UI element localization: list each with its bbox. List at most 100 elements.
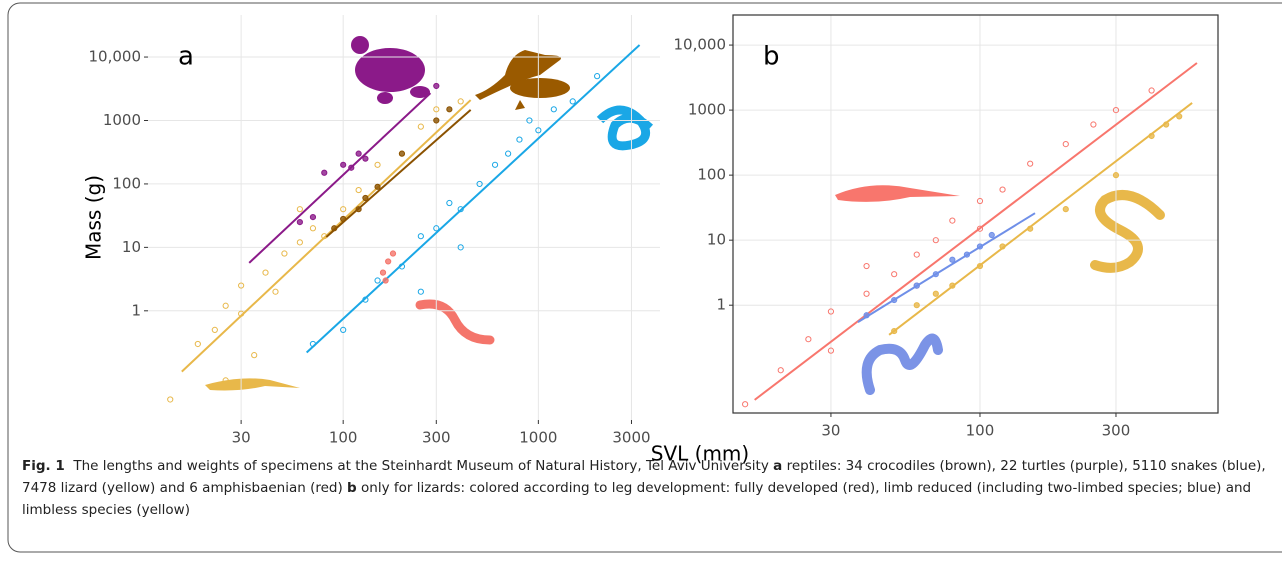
data-point bbox=[1062, 141, 1069, 148]
data-point bbox=[238, 282, 245, 289]
data-point bbox=[1062, 206, 1069, 213]
data-point bbox=[362, 155, 369, 162]
fit-line bbox=[754, 62, 1198, 401]
data-point bbox=[446, 199, 453, 207]
data-point bbox=[1090, 121, 1097, 128]
data-point bbox=[476, 180, 483, 188]
y-axis-label: Mass (g) bbox=[82, 175, 106, 260]
y-tick-label: 10,000 bbox=[89, 48, 142, 66]
data-point bbox=[594, 73, 601, 80]
data-point bbox=[340, 206, 347, 213]
snake-icon-b bbox=[861, 333, 943, 395]
data-point bbox=[516, 136, 523, 143]
data-point bbox=[296, 239, 303, 246]
data-point bbox=[1148, 87, 1155, 94]
data-point bbox=[932, 237, 939, 244]
data-point bbox=[385, 258, 392, 265]
data-point bbox=[457, 98, 464, 105]
data-point bbox=[433, 117, 440, 124]
data-point bbox=[433, 225, 440, 232]
lizard-icon-b bbox=[835, 185, 960, 202]
data-point bbox=[340, 161, 347, 168]
data-point bbox=[272, 288, 279, 295]
data-point bbox=[550, 106, 557, 113]
figure-border bbox=[7, 2, 1282, 553]
data-point bbox=[309, 225, 317, 232]
data-point bbox=[999, 186, 1006, 193]
y-tick-label: 1000 bbox=[688, 101, 726, 119]
data-point bbox=[913, 302, 920, 309]
x-tick-label: 100 bbox=[329, 429, 358, 447]
data-point bbox=[382, 277, 389, 284]
y-tick-label: 1 bbox=[131, 301, 141, 319]
amphisbaenian-icon bbox=[415, 299, 495, 345]
data-point bbox=[505, 150, 512, 157]
data-point bbox=[374, 277, 381, 284]
data-point bbox=[211, 326, 218, 334]
x-tick-label: 1000 bbox=[519, 429, 557, 447]
data-point bbox=[362, 194, 369, 202]
panel: 30 100 300 1 10 100 1000 10,000 b bbox=[674, 14, 1219, 440]
x-axis-label: SVL (mm) bbox=[651, 442, 749, 466]
caption-text: only for lizards: colored according to l… bbox=[22, 480, 1252, 518]
data-point bbox=[433, 106, 440, 113]
y-tick-label: 10 bbox=[707, 231, 726, 249]
data-point bbox=[827, 308, 835, 315]
data-point bbox=[417, 123, 424, 130]
data-point bbox=[355, 186, 362, 194]
data-point bbox=[932, 290, 939, 297]
data-point bbox=[863, 290, 870, 297]
data-point bbox=[309, 213, 317, 221]
y-tick-label: 1 bbox=[716, 296, 726, 314]
data-point bbox=[379, 269, 387, 276]
fit-line bbox=[248, 92, 432, 264]
y-tick-label: 1000 bbox=[103, 111, 141, 129]
x-tick-label: 3000 bbox=[612, 429, 650, 447]
data-point bbox=[913, 251, 920, 258]
data-point bbox=[194, 340, 201, 348]
data-point bbox=[988, 231, 995, 239]
y-tick-label: 100 bbox=[112, 174, 141, 192]
y-tick-label: 10,000 bbox=[674, 36, 727, 54]
limbless-icon-b bbox=[1090, 190, 1165, 273]
panel: 30 100 300 1000 3000 1 10 100 1000 10,000 a bbox=[89, 15, 660, 447]
y-tick-label: 10 bbox=[122, 238, 141, 256]
data-point bbox=[296, 206, 303, 213]
data-point bbox=[1112, 172, 1120, 179]
fit-line bbox=[325, 109, 472, 238]
data-point bbox=[355, 150, 362, 157]
x-tick-label: 300 bbox=[422, 429, 451, 447]
data-point bbox=[1112, 107, 1120, 114]
panel-border bbox=[732, 14, 1219, 414]
data-point bbox=[742, 401, 749, 408]
data-point bbox=[374, 161, 381, 168]
caption: Fig. 1 The lengths and weights of specim… bbox=[22, 455, 1267, 521]
data-point bbox=[863, 262, 870, 270]
data-point bbox=[777, 367, 784, 374]
data-point bbox=[949, 217, 956, 224]
data-point bbox=[417, 233, 424, 240]
x-tick-label: 300 bbox=[1102, 422, 1131, 440]
snake-icon bbox=[596, 105, 654, 151]
data-point bbox=[167, 396, 174, 403]
data-point bbox=[569, 98, 576, 105]
data-point bbox=[262, 269, 269, 276]
data-point bbox=[805, 336, 812, 343]
data-point bbox=[340, 326, 347, 334]
data-point bbox=[1027, 160, 1034, 167]
lizard-icon bbox=[205, 378, 300, 391]
crocodile-icon bbox=[475, 50, 570, 110]
data-point bbox=[457, 244, 464, 251]
data-point bbox=[535, 127, 542, 134]
fit-line bbox=[305, 44, 641, 354]
data-point bbox=[526, 117, 533, 124]
panel-label: a bbox=[178, 42, 194, 72]
data-point bbox=[398, 150, 406, 157]
fit-line bbox=[888, 102, 1193, 336]
x-tick-label: 30 bbox=[232, 429, 251, 447]
caption-text: reptiles: 34 crocodiles (brown), 22 turt… bbox=[22, 458, 1266, 496]
y-tick-label: 100 bbox=[697, 166, 726, 184]
data-point bbox=[891, 271, 898, 278]
